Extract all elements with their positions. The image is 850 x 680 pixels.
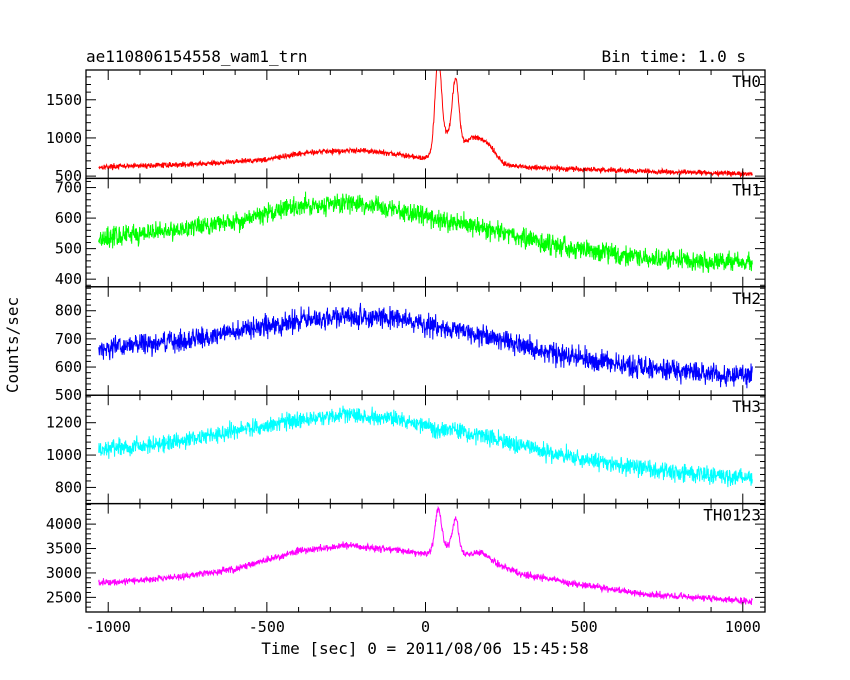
bin-time-label: Bin time: 1.0 s <box>602 47 747 66</box>
y-tick-label: 2500 <box>46 588 82 606</box>
y-tick-label: 4000 <box>46 515 82 533</box>
panel-th0: 500 1000 1500 TH0 <box>46 69 766 185</box>
y-tick-label: 800 <box>55 478 82 496</box>
x-tick-label: -1000 <box>86 618 131 636</box>
panel-label: TH0123 <box>703 506 761 525</box>
panel-label: TH2 <box>732 289 761 308</box>
series-line-th2 <box>98 302 753 389</box>
series-line-th0123 <box>98 505 753 606</box>
y-tick-label: 600 <box>55 358 82 376</box>
y-tick-label: 500 <box>55 240 82 258</box>
y-tick-label: 1000 <box>46 446 82 464</box>
y-tick-label: 700 <box>55 179 82 197</box>
y-tick-label: 3500 <box>46 540 82 558</box>
y-tick-label: 500 <box>55 386 82 404</box>
x-tick-label: 0 <box>421 618 430 636</box>
y-tick-label: 500 <box>55 167 82 185</box>
panel-label: TH0 <box>732 72 761 91</box>
y-axis-label: Counts/sec <box>3 297 22 393</box>
y-tick-label: 700 <box>55 330 82 348</box>
panel-label: TH1 <box>732 180 761 199</box>
panels-group: 500 1000 1500 TH0 400 500 600 700 TH1 500 600 700 80… <box>46 69 766 636</box>
x-tick-label: -500 <box>249 618 285 636</box>
series-line-th0 <box>98 70 753 179</box>
panel-frame <box>85 69 766 180</box>
plot-title: ae110806154558_wam1_trn <box>86 47 308 66</box>
y-tick-label: 3000 <box>46 564 82 582</box>
panel-label: TH3 <box>732 397 761 416</box>
y-tick-label: 400 <box>55 270 82 288</box>
y-tick-label: 600 <box>55 209 82 227</box>
y-tick-label: 1000 <box>46 129 82 147</box>
x-tick-label: 1000 <box>725 618 761 636</box>
panel-th2: 500 600 700 800 TH2 <box>55 286 766 404</box>
series-line-th3 <box>98 405 753 488</box>
y-tick-label: 800 <box>55 302 82 320</box>
y-tick-label: 1200 <box>46 414 82 432</box>
panel-th3: 800 1000 1200 TH3 <box>46 394 766 505</box>
y-tick-label: 1500 <box>46 91 82 109</box>
series-line-th1 <box>98 191 753 273</box>
panel-th1: 400 500 600 700 TH1 <box>55 177 766 288</box>
x-tick-label: 500 <box>571 618 598 636</box>
panel-frame <box>85 394 766 505</box>
x-axis-label: Time [sec] 0 = 2011/08/06 15:45:58 <box>261 639 589 658</box>
panel-th0123: 2500 3000 3500 4000 TH0123 <box>46 502 766 613</box>
